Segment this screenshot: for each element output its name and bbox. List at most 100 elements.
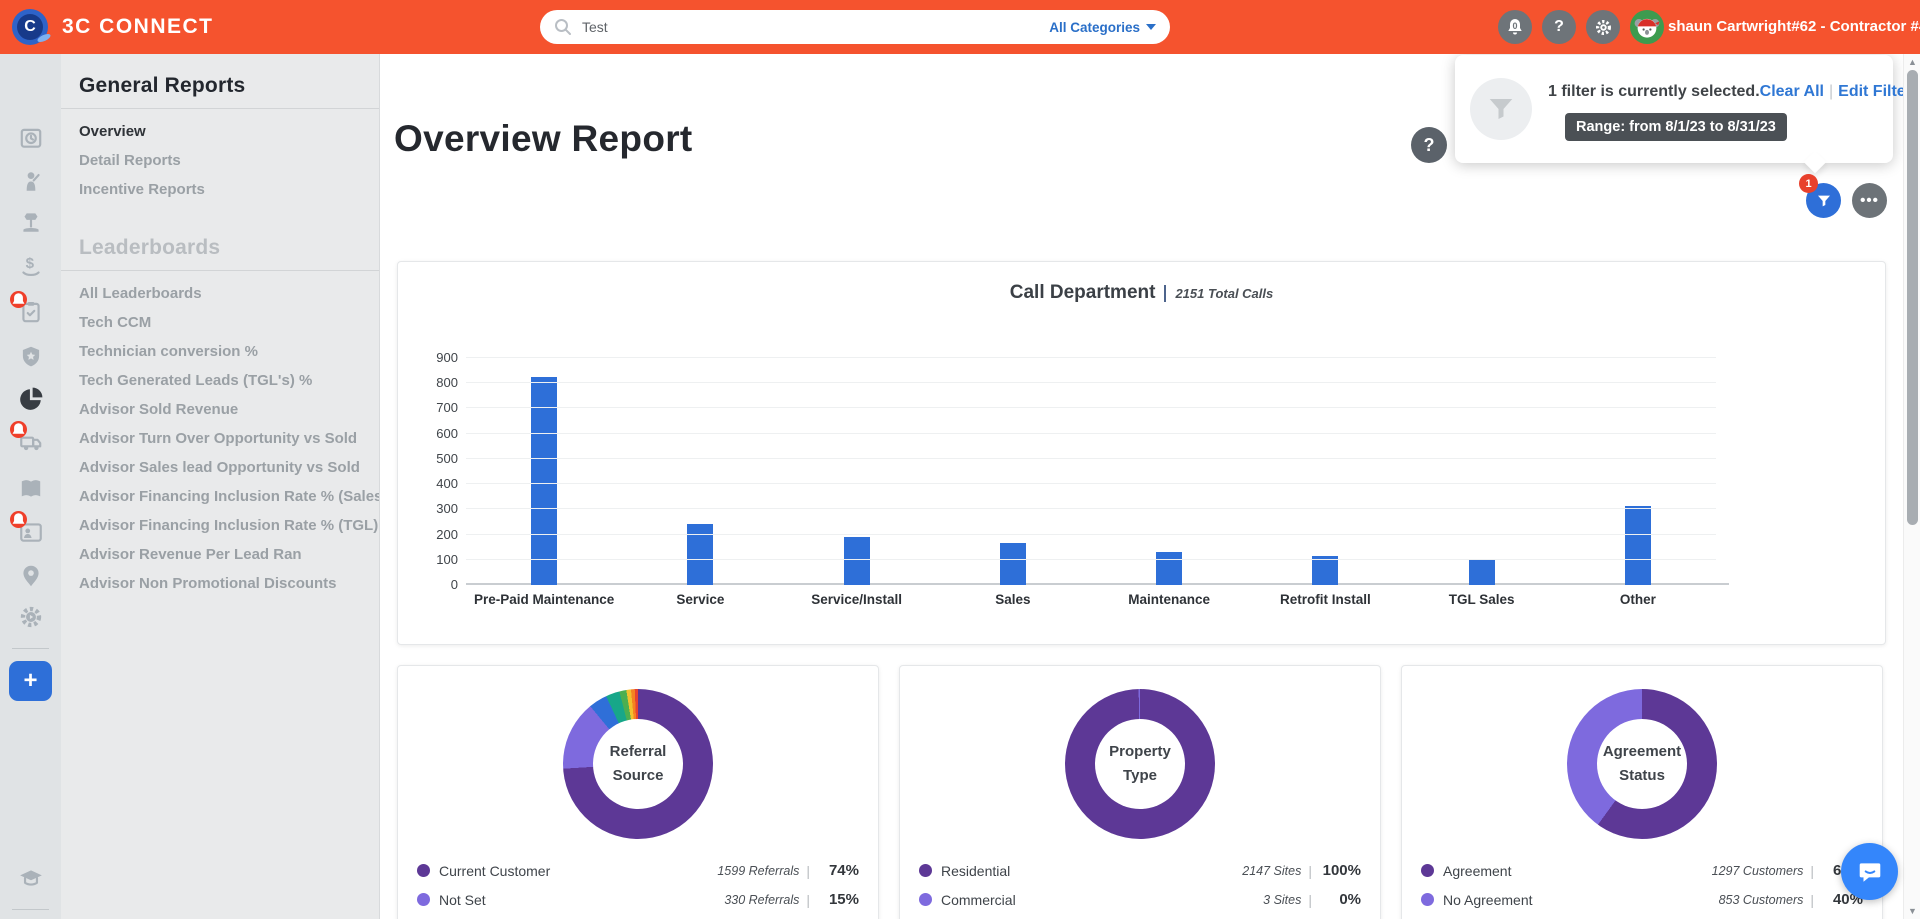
chevron-down-icon [1146, 24, 1156, 30]
global-search[interactable]: All Categories [540, 10, 1170, 44]
more-options-button[interactable]: ••• [1852, 183, 1887, 218]
bar-plot [466, 357, 1729, 585]
y-tick-label: 900 [436, 350, 458, 365]
referral-source-card: Referral Source Current Customer 1599 Refe… [397, 665, 879, 919]
jobs-hammer-rail-icon[interactable] [17, 208, 45, 236]
gridline [466, 483, 1716, 485]
nav-item-overview[interactable]: Overview [79, 123, 146, 140]
nav-item-incentive-reports[interactable]: Incentive Reports [79, 181, 205, 198]
notification-badge-icon [10, 291, 27, 308]
y-axis-labels: 0 100 200 300 400 500 600 700 800 900 [408, 350, 458, 592]
chat-widget-button[interactable] [1841, 843, 1898, 900]
funnel-icon [1489, 99, 1513, 119]
nav-item-detail-reports[interactable]: Detail Reports [79, 152, 181, 169]
help-topbar-button[interactable]: ? [1542, 10, 1576, 44]
reports-pie-rail-icon[interactable] [17, 385, 45, 413]
settings-topbar-button[interactable] [1586, 10, 1620, 44]
gridline [466, 407, 1716, 409]
legend-label: No Agreement [1443, 891, 1533, 908]
x-tick-label: Sales [995, 592, 1031, 607]
user-name-label[interactable]: shaun Cartwright#62 - Contractor #4 [1668, 18, 1920, 35]
edit-filter-link[interactable]: Edit Filter [1838, 83, 1912, 100]
nav-section-heading: Leaderboards [79, 236, 221, 259]
library-book-rail-icon[interactable] [17, 475, 45, 503]
chart-title: Call Department [1009, 282, 1156, 303]
scroll-up-arrow[interactable]: ▲ [1908, 57, 1917, 67]
ellipsis-icon: ••• [1860, 192, 1879, 209]
nav-item-advisor-turnover[interactable]: Advisor Turn Over Opportunity vs Sold [79, 430, 358, 447]
bar [843, 537, 870, 585]
legend-count: 853 Customers [1718, 892, 1804, 907]
sales-dollar-rail-icon[interactable]: $ [17, 252, 45, 280]
app-logo[interactable]: C [12, 9, 52, 45]
search-category-dropdown[interactable]: All Categories [1049, 20, 1156, 35]
legend-label: Commercial [941, 891, 1016, 908]
clear-all-link[interactable]: Clear All [1759, 83, 1824, 100]
x-axis-line [466, 583, 1729, 585]
schedule-rail-icon[interactable] [17, 124, 45, 152]
nav-item-tech-ccm[interactable]: Tech CCM [79, 314, 152, 331]
bar [1156, 552, 1183, 585]
tasks-clipboard-rail-icon[interactable] [10, 291, 45, 326]
settings-gear-rail-icon[interactable] [17, 603, 45, 631]
divider: | [1308, 862, 1312, 879]
chart-subtitle: 2151 Total Calls [1175, 286, 1274, 301]
gear-icon [1595, 19, 1611, 35]
legend-row: Current Customer 1599 Referrals | 74% [398, 856, 878, 885]
bar-column [1560, 358, 1716, 585]
search-input[interactable] [582, 19, 1050, 35]
koala-avatar-icon [1634, 18, 1660, 38]
nav-item-all-leaderboards[interactable]: All Leaderboards [79, 285, 202, 302]
legend-dot-icon [1421, 893, 1434, 906]
nav-item-advisor-revenue-per-lead[interactable]: Advisor Revenue Per Lead Ran [79, 546, 302, 563]
scroll-down-arrow[interactable]: ▼ [1908, 906, 1917, 916]
scrollbar-thumb[interactable] [1907, 70, 1918, 525]
gridline [466, 508, 1716, 510]
nav-item-tech-generated-leads[interactable]: Tech Generated Leads (TGL's) % [79, 372, 313, 389]
bell-icon [1508, 19, 1522, 35]
warranty-shield-rail-icon[interactable] [17, 343, 45, 371]
y-tick-label: 500 [436, 450, 458, 466]
nav-item-advisor-financing-sales[interactable]: Advisor Financing Inclusion Rate % (Sale… [79, 488, 379, 505]
agreement-status-card: Agreement Status Agreement 1297 Customers |… [1401, 665, 1883, 919]
divider: | [1308, 891, 1312, 908]
top-bar: C 3C CONNECT All Categories 0 ? shaun Ca… [0, 0, 1920, 54]
legend-dot-icon [919, 893, 932, 906]
nav-item-advisor-sales-lead[interactable]: Advisor Sales lead Opportunity vs Sold [79, 459, 360, 476]
nav-item-technician-conversion[interactable]: Technician conversion % [79, 343, 258, 360]
legend-percent: 15% [828, 891, 859, 908]
bar-column [622, 358, 778, 585]
fleet-truck-rail-icon[interactable] [10, 421, 45, 456]
legend-label: Residential [941, 862, 1011, 879]
bar-column [1404, 358, 1560, 585]
legend-dot-icon [919, 864, 932, 877]
divider [61, 108, 379, 109]
legend-row: Residential 2147 Sites | 100% [900, 856, 1380, 885]
x-tick-label: Service/Install [811, 592, 903, 607]
bar [531, 376, 558, 585]
x-tick-label: Maintenance [1128, 592, 1211, 607]
nav-item-advisor-financing-tgl[interactable]: Advisor Financing Inclusion Rate % (TGL) [79, 517, 379, 534]
add-button[interactable]: + [9, 661, 52, 701]
question-icon: ? [1423, 134, 1435, 155]
donut-center-label: Property Type [1095, 719, 1185, 809]
legend-percent: 0% [1339, 891, 1361, 908]
divider: | [1810, 891, 1814, 908]
notification-badge-icon [10, 421, 27, 438]
user-avatar[interactable] [1630, 10, 1664, 44]
page-scrollbar[interactable]: ▲ ▼ [1903, 54, 1920, 919]
locations-pin-rail-icon[interactable] [17, 562, 45, 590]
training-cap-rail-icon[interactable] [17, 865, 45, 893]
nav-item-advisor-sold-revenue[interactable]: Advisor Sold Revenue [79, 401, 239, 418]
nav-item-advisor-non-promo[interactable]: Advisor Non Promotional Discounts [79, 575, 337, 592]
x-tick-label: Pre-Paid Maintenance [473, 592, 615, 607]
page-help-button[interactable]: ? [1411, 127, 1447, 163]
chat-bubble-icon [1859, 862, 1880, 882]
technician-rail-icon[interactable] [17, 167, 45, 195]
icon-rail: $ + [0, 54, 61, 919]
x-tick-label: Other [1619, 592, 1656, 607]
contacts-card-rail-icon[interactable] [10, 511, 45, 546]
notifications-button[interactable]: 0 [1498, 10, 1532, 44]
